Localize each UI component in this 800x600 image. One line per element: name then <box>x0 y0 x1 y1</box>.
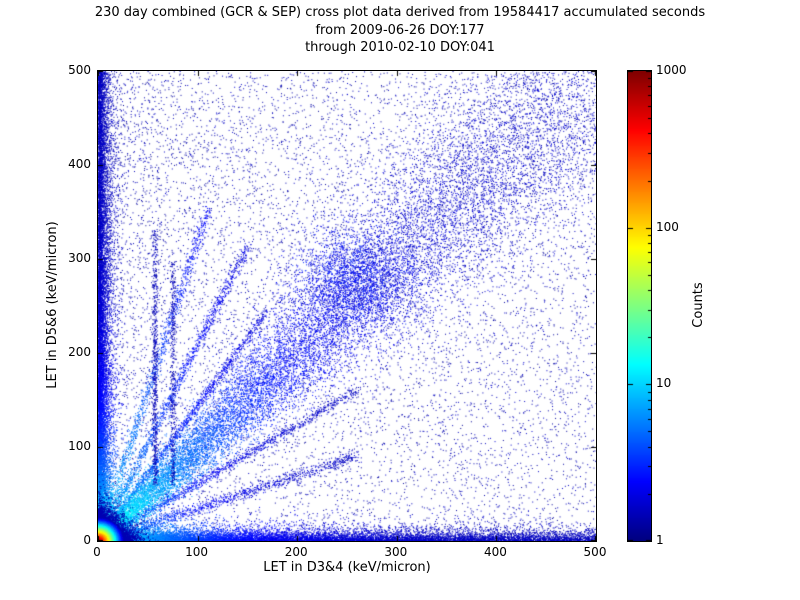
y-tick-label-200: 200 <box>68 345 91 359</box>
colorbar-canvas <box>627 70 652 542</box>
colorbar-label: Counts <box>691 282 706 328</box>
plot-title-line-2: from 2009-06-26 DOY:177 <box>315 23 485 38</box>
x-tick-label-100: 100 <box>185 545 209 559</box>
x-axis-label: LET in D3&4 (keV/micron) <box>263 560 431 575</box>
colorbar-tick-label-100: 100 <box>656 219 679 234</box>
y-tick-label-100: 100 <box>68 439 91 453</box>
x-tick-label-500: 500 <box>583 545 607 559</box>
y-tick-label-0: 0 <box>83 533 91 547</box>
y-axis-label: LET in D5&6 (keV/micron) <box>45 221 60 389</box>
x-tick-label-300: 300 <box>384 545 408 559</box>
x-tick-label-0: 0 <box>93 545 101 559</box>
plot-title-line-3: through 2010-02-10 DOY:041 <box>305 40 495 55</box>
colorbar-tick-label-10: 10 <box>656 376 672 391</box>
plot-title-line-1: 230 day combined (GCR & SEP) cross plot … <box>94 5 706 20</box>
colorbar-tick-label-1: 1 <box>656 533 664 547</box>
scatter-canvas <box>97 70 597 542</box>
x-tick-label-200: 200 <box>284 545 308 559</box>
y-tick-label-300: 300 <box>68 251 91 265</box>
y-tick-label-500: 500 <box>68 63 91 77</box>
colorbar-tick-label-1000: 1000 <box>656 63 687 77</box>
x-tick-label-400: 400 <box>483 545 507 559</box>
y-tick-label-400: 400 <box>68 157 91 171</box>
